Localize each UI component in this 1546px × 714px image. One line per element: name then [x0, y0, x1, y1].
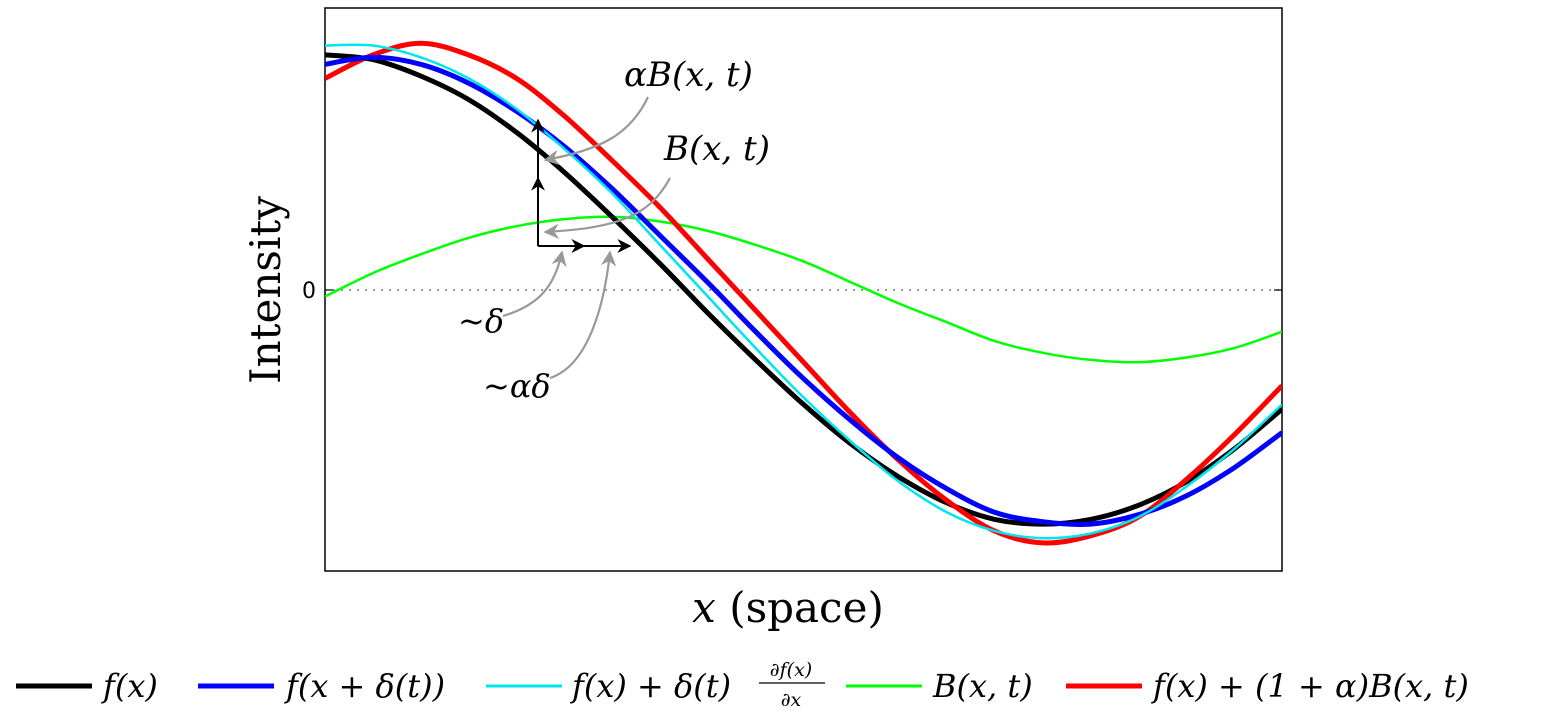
x-axis-label-var: x	[692, 583, 716, 632]
pointer-alphaB	[543, 96, 649, 166]
annotation-alphaB: αB(x, t)	[624, 55, 753, 95]
pointer-B	[543, 177, 671, 239]
x-axis-label-rest: (space)	[716, 583, 884, 632]
legend-label-fa-num: ∂f(x)	[770, 659, 812, 681]
series-line-b	[325, 215, 1282, 364]
series-line-fs	[325, 54, 1282, 528]
series-line-f	[325, 52, 1282, 527]
x-axis-label: x (space)	[692, 583, 884, 632]
vector-arrows	[531, 118, 632, 253]
legend-label-f: f(x)	[101, 667, 158, 705]
legend-label-b: B(x, t)	[932, 667, 1033, 705]
series-line-fa	[325, 43, 1282, 540]
annotation-B: B(x, t)	[663, 129, 770, 169]
series-layer	[325, 40, 1282, 546]
pointer-delta	[502, 250, 567, 318]
plot-area	[324, 7, 1283, 572]
legend-label-fs: f(x + δ(t))	[284, 667, 445, 705]
legend-label-fm: f(x) + (1 + α)B(x, t)	[1151, 667, 1469, 705]
legend-label-fa-den: ∂x	[781, 689, 802, 711]
annotation-delta: ~δ	[458, 302, 504, 340]
ytick-label-zero: 0	[302, 279, 316, 304]
y-axis-label: Intensity	[241, 196, 290, 384]
legend: f(x) f(x + δ(t)) f(x) + δ(t) ∂f(x) ∂x B(…	[16, 659, 1469, 711]
legend-label-fa: f(x) + δ(t)	[570, 667, 731, 705]
annotation-alphadelta: ~αδ	[483, 367, 551, 405]
pointer-alphadelta	[549, 250, 617, 380]
annotation-pointers	[502, 96, 671, 380]
